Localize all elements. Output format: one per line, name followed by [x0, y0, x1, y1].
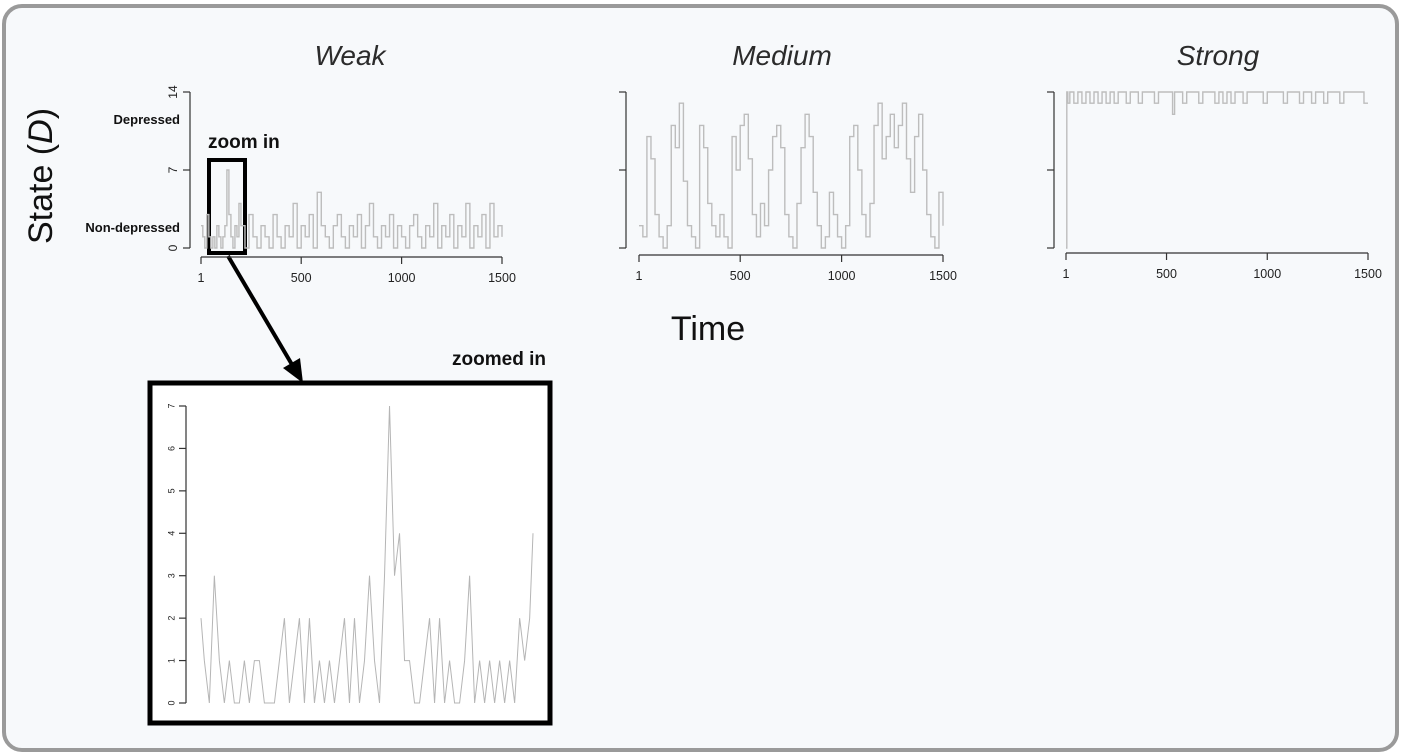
x-tick-label-weak-0: 1 — [198, 271, 205, 285]
y-tick-label-zoom-4: 4 — [166, 531, 176, 536]
y-tick-label-zoom-7: 7 — [166, 403, 176, 408]
y-axis-label: State (D) — [22, 108, 60, 244]
x-tick-label-strong-2: 1000 — [1253, 267, 1281, 281]
y-category-non-depressed: Non-depressed — [85, 220, 180, 235]
chart-strong: 1 500 1000 1500 — [1047, 91, 1382, 281]
y-tick-label-weak-1: 7 — [166, 166, 180, 173]
x-axis-label: Time — [671, 310, 745, 348]
y-tick-label-zoom-5: 5 — [166, 488, 176, 493]
x-tick-label-strong-0: 1 — [1063, 267, 1070, 281]
x-tick-label-medium-1: 500 — [730, 269, 751, 283]
x-tick-label-weak-2: 1000 — [388, 271, 416, 285]
x-tick-label-strong-3: 1500 — [1354, 267, 1382, 281]
y-axis-label-main: State ( — [22, 143, 60, 244]
chart-zoom: 0 1 2 3 4 5 6 7 — [166, 403, 534, 706]
y-tick-label-zoom-2: 2 — [166, 616, 176, 621]
panel-title-strong: Strong — [1177, 40, 1260, 71]
y-category-depressed: Depressed — [114, 112, 181, 127]
zoom-selection-box — [207, 158, 247, 255]
y-tick-label-weak-2: 14 — [166, 85, 180, 99]
x-tick-label-medium-3: 1500 — [929, 269, 957, 283]
x-tick-label-medium-2: 1000 — [828, 269, 856, 283]
y-tick-label-zoom-6: 6 — [166, 446, 176, 451]
annotation-zoomed-in: zoomed in — [452, 349, 546, 370]
y-tick-label-zoom-3: 3 — [166, 573, 176, 578]
y-tick-label-zoom-0: 0 — [166, 700, 176, 705]
panel-title-medium: Medium — [732, 40, 832, 71]
y-axis-label-var: D — [22, 119, 60, 144]
x-tick-label-weak-3: 1500 — [488, 271, 516, 285]
zoom-inset-frame — [147, 380, 553, 726]
panel-title-weak: Weak — [314, 40, 387, 71]
series-line-weak — [201, 169, 503, 249]
x-tick-label-strong-1: 500 — [1156, 267, 1177, 281]
x-tick-label-medium-0: 1 — [636, 269, 643, 283]
zoom-arrow-head — [283, 358, 303, 383]
chart-medium: 1 500 1000 1500 — [619, 91, 957, 283]
x-tick-label-weak-1: 500 — [291, 271, 312, 285]
y-axis-label-close: ) — [22, 108, 60, 119]
annotation-zoom-in: zoom in — [208, 132, 280, 153]
zoom-arrow — [226, 254, 296, 370]
y-tick-label-weak-0: 0 — [166, 244, 180, 251]
series-line-strong — [1066, 91, 1368, 249]
series-line-medium — [639, 102, 944, 249]
y-tick-label-zoom-1: 1 — [166, 658, 176, 663]
series-line-zoom — [200, 405, 534, 704]
